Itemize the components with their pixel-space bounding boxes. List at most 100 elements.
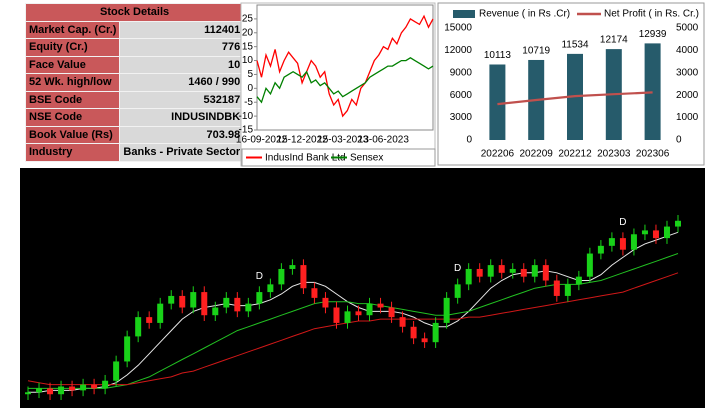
candle-body <box>377 303 384 308</box>
value-label: 10719 <box>522 46 550 57</box>
y-tick-label: 25 <box>242 14 254 25</box>
candle-chart-background <box>20 168 705 408</box>
table-row: Face Value 10 <box>24 55 245 74</box>
table-row: NSE Code INDUSINDBK <box>24 108 245 127</box>
y-tick-label: 9000 <box>450 67 473 78</box>
candle-body <box>498 265 505 273</box>
candle-body <box>465 268 472 285</box>
y2-tick-label: 1000 <box>676 112 699 123</box>
candle-body <box>36 388 43 393</box>
profit-line <box>497 91 653 106</box>
series-line <box>256 57 434 104</box>
table-header: Stock Details <box>24 3 245 22</box>
y-tick-label: 5 <box>247 69 253 80</box>
y2-tick-label: 4000 <box>676 45 699 56</box>
annotation: D <box>619 217 626 228</box>
candle-body <box>476 268 483 277</box>
line-legend-box <box>241 148 436 167</box>
x-tick-label: 16-09-2022 <box>236 135 288 146</box>
candle-body <box>47 388 54 395</box>
candle-body <box>355 311 362 316</box>
candle-body <box>80 384 87 391</box>
candle-body <box>289 265 296 269</box>
candle-body <box>608 238 615 246</box>
value-label: 10113 <box>484 50 512 61</box>
candle-body <box>267 284 274 293</box>
y2-tick-label: 5000 <box>676 23 699 34</box>
candle-body <box>553 280 560 296</box>
revenue-bar <box>489 64 506 140</box>
candle-body <box>454 284 461 298</box>
series-line <box>256 14 434 118</box>
candle-body <box>300 265 307 289</box>
candle-body <box>333 307 340 323</box>
candle-body <box>630 234 637 250</box>
y-tick-label: 15 <box>242 41 254 52</box>
candle-body <box>344 311 351 323</box>
y2-tick-label: 2000 <box>676 90 699 101</box>
candle-body <box>388 307 395 318</box>
candle-body <box>520 268 527 277</box>
y-tick-label: 20 <box>242 27 254 38</box>
candle-body <box>212 307 219 316</box>
candle-body <box>542 265 549 281</box>
candle-body <box>487 265 494 277</box>
line-chart-frame <box>240 2 436 167</box>
candle-body <box>432 322 439 343</box>
y2-tick-label: 0 <box>676 135 682 146</box>
candle-body <box>575 276 582 285</box>
candle-body <box>146 317 153 323</box>
candle-body <box>25 392 31 395</box>
candle-body <box>564 284 571 296</box>
legend-swatch <box>453 10 475 18</box>
x-tick-label: 202206 <box>481 149 515 160</box>
candle-body <box>124 336 131 362</box>
y-tick-label: 12000 <box>444 45 472 56</box>
y2-tick-label: 3000 <box>676 67 699 78</box>
candle-body <box>531 265 538 277</box>
candle-body <box>597 245 604 254</box>
legend-label: Net Profit ( in Rs. Cr.) <box>604 9 699 20</box>
y-tick-label: 15000 <box>444 23 472 34</box>
candle-body <box>652 230 659 239</box>
candle-body <box>278 268 285 285</box>
x-tick-label: 15-12-2022 <box>277 135 329 146</box>
row-label: Face Value <box>24 55 121 74</box>
x-tick-label: 202306 <box>636 149 670 160</box>
x-tick-label: 13-06-2023 <box>358 135 410 146</box>
row-value: 703.98 <box>119 125 245 144</box>
y-tick-label: 3000 <box>450 112 473 123</box>
candle-body <box>157 303 164 323</box>
stock-details-table: Stock Details Market Cap. (Cr.) 112401 Equ… <box>24 3 245 162</box>
x-tick-label: 202212 <box>558 149 592 160</box>
candle-body <box>91 384 98 389</box>
row-label: Book Value (Rs) <box>24 125 121 144</box>
row-value: 10 <box>119 55 245 74</box>
candle-body <box>509 268 516 273</box>
row-value: Banks - Private Sector <box>119 143 245 162</box>
y-tick-label: 6000 <box>450 90 473 101</box>
x-tick-label: 202209 <box>520 149 554 160</box>
candle-body <box>223 297 230 308</box>
candle-body <box>443 297 450 323</box>
candle-body <box>311 288 318 298</box>
candle-body <box>399 317 406 327</box>
annotation: D <box>256 271 263 282</box>
candle-body <box>69 386 76 391</box>
row-value: 112401 <box>119 20 245 39</box>
y-tick-label: -10 <box>239 111 254 122</box>
y-tick-label: 10 <box>242 55 254 66</box>
candle-body <box>168 295 175 304</box>
table-row: Industry Banks - Private Sector <box>24 143 245 162</box>
candle-body <box>256 292 263 304</box>
moving-average <box>28 231 679 393</box>
table-row: BSE Code 532187 <box>24 90 245 109</box>
row-label: Market Cap. (Cr.) <box>24 20 121 39</box>
candle-body <box>322 297 329 308</box>
candle-body <box>201 292 208 316</box>
value-label: 12174 <box>600 35 628 46</box>
revenue-bar <box>644 43 661 140</box>
candle-body <box>113 361 120 381</box>
